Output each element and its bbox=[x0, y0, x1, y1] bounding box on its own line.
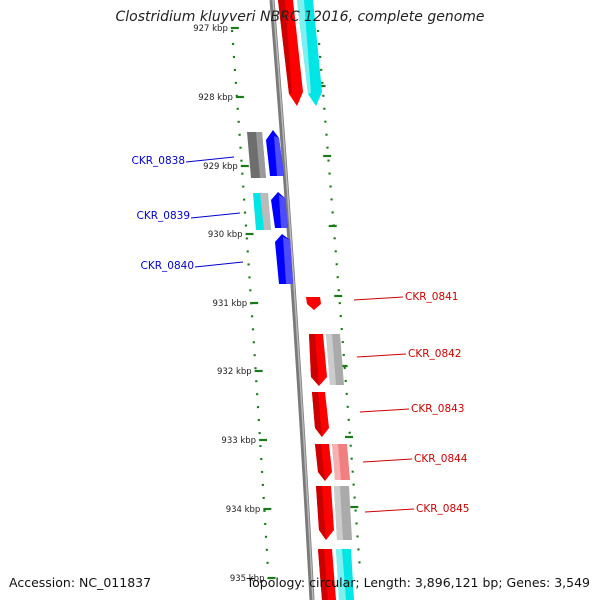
label-ckr0840[interactable]: CKR_0840 bbox=[141, 260, 194, 272]
gene-ckr0838-pseudo-shade bbox=[256, 132, 266, 178]
label-ckr0843[interactable]: CKR_0843 bbox=[411, 403, 464, 415]
leader-ckr0845 bbox=[364, 508, 415, 513]
gene-ckr0840-shade bbox=[283, 237, 293, 284]
leader-ckr0840 bbox=[194, 261, 244, 268]
label-ckr0838[interactable]: CKR_0838 bbox=[132, 155, 185, 167]
gene-ckr0845-shade bbox=[316, 486, 326, 540]
coordinate-ticks: 927 kbp 928 kbp 929 kbp 930 kbp 931 kbp 932 k… bbox=[193, 24, 359, 584]
gene-ckr0839-rna-shade bbox=[260, 193, 271, 230]
genome-backbone bbox=[269, 0, 315, 600]
tick-label: 935 kbp bbox=[230, 574, 265, 584]
leader-ckr0838 bbox=[185, 156, 235, 163]
leader-ckr0844 bbox=[362, 458, 413, 463]
gene-ckr0845-pseudo-shade bbox=[334, 486, 343, 540]
gene-ckr0842-shade bbox=[309, 334, 319, 386]
gene-forward-top-shade bbox=[278, 0, 292, 94]
tick-label: 927 kbp bbox=[193, 24, 228, 34]
tick-label: 928 kbp bbox=[198, 93, 233, 103]
tick-label: 931 kbp bbox=[213, 299, 248, 309]
label-ckr0842[interactable]: CKR_0842 bbox=[408, 348, 461, 360]
gene-ckr0843-shade bbox=[312, 392, 322, 437]
gene-ckr0841[interactable] bbox=[306, 297, 321, 310]
gene-forward-bottom-shade bbox=[318, 549, 328, 600]
gene-ckr0842-pseudo-shade bbox=[326, 334, 336, 385]
tick-label: 932 kbp bbox=[217, 367, 252, 377]
gene-ckr0838-shade bbox=[274, 136, 284, 176]
tick-label: 933 kbp bbox=[221, 436, 256, 446]
leader-ckr0843 bbox=[359, 408, 410, 413]
genome-backbone-highlight bbox=[272, 0, 314, 600]
label-ckr0839[interactable]: CKR_0839 bbox=[137, 210, 190, 222]
leader-ckr0841 bbox=[353, 296, 404, 301]
genome-summary: Topology: circular; Length: 3,896,121 bp… bbox=[246, 575, 590, 590]
gene-rna-bottom-shade bbox=[336, 549, 346, 600]
accession-label: Accession: NC_011837 bbox=[9, 575, 152, 590]
label-ckr0844[interactable]: CKR_0844 bbox=[414, 453, 468, 465]
page-title: Clostridium kluyveri NBRC 12016, complet… bbox=[115, 9, 485, 25]
leader-ckr0839 bbox=[190, 212, 241, 219]
tick-label: 934 kbp bbox=[226, 505, 261, 515]
tick-label: 929 kbp bbox=[203, 162, 238, 172]
label-ckr0845[interactable]: CKR_0845 bbox=[416, 503, 469, 515]
gene-ckr0839-shade bbox=[279, 195, 288, 228]
gene-rna-top-shade bbox=[297, 0, 311, 94]
gene-ckr0844-pseudo-shade bbox=[332, 444, 341, 480]
leader-ckr0842 bbox=[356, 353, 407, 358]
label-ckr0841[interactable]: CKR_0841 bbox=[405, 291, 458, 303]
gene-ckr0844-shade bbox=[315, 444, 325, 481]
tick-label: 930 kbp bbox=[208, 230, 243, 240]
